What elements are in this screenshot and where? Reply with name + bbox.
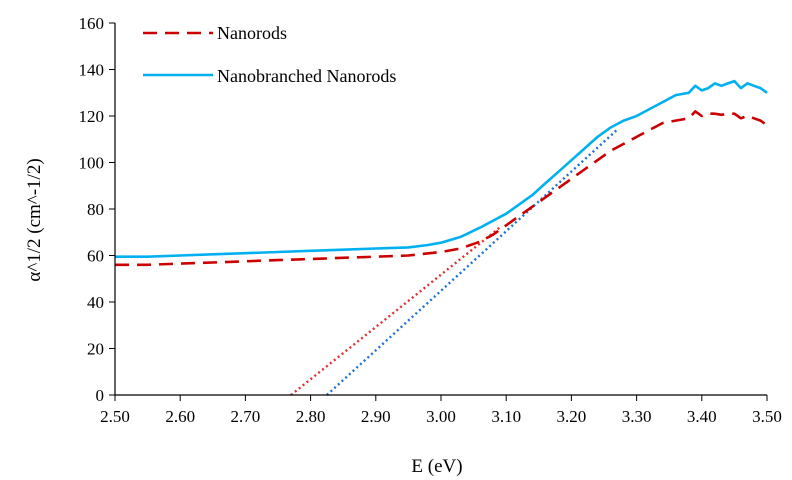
x-tick-label: 2.50 — [100, 407, 130, 426]
x-axis-title: E (eV) — [411, 456, 462, 477]
ticks — [109, 22, 768, 401]
y-axis-title: α^1/2 (cm^-1/2) — [24, 158, 45, 281]
x-tick-label: 3.30 — [622, 407, 652, 426]
y-tick-label: 20 — [87, 340, 104, 359]
x-tick-label: 3.10 — [491, 407, 521, 426]
x-tick-label: 3.40 — [687, 407, 717, 426]
axes — [114, 23, 767, 396]
x-tick-label: 3.50 — [752, 407, 782, 426]
fit-line-3 — [326, 129, 618, 396]
y-tick-label: 100 — [79, 154, 105, 173]
fit-line-2 — [290, 226, 501, 396]
y-tick-label: 60 — [87, 247, 104, 266]
tick-labels: 0 20 40 60 80 100 120 140 160 2.50 2.60 2.70 2.80 2.9… — [79, 14, 782, 426]
series-line-nanobranched-nanorods — [115, 79, 768, 259]
y-tick-label: 120 — [79, 107, 105, 126]
legend-label-nanobranched-nanorods: Nanobranched Nanorods — [217, 66, 396, 86]
x-tick-label: 2.90 — [361, 407, 391, 426]
x-tick-label: 3.00 — [426, 407, 456, 426]
y-tick-label: 0 — [96, 386, 105, 405]
y-tick-label: 40 — [87, 293, 104, 312]
y-tick-label: 140 — [79, 61, 105, 80]
x-tick-label: 3.20 — [557, 407, 587, 426]
x-tick-label: 2.80 — [296, 407, 326, 426]
y-tick-label: 160 — [79, 14, 105, 33]
x-tick-label: 2.70 — [231, 407, 261, 426]
legend-label-nanorods: Nanorods — [217, 23, 287, 43]
x-tick-label: 2.60 — [165, 407, 195, 426]
legend: Nanorods Nanobranched Nanorods — [143, 23, 396, 86]
y-tick-label: 80 — [87, 200, 104, 219]
series-line-nanorods — [115, 110, 768, 267]
plot-lines — [115, 79, 768, 396]
